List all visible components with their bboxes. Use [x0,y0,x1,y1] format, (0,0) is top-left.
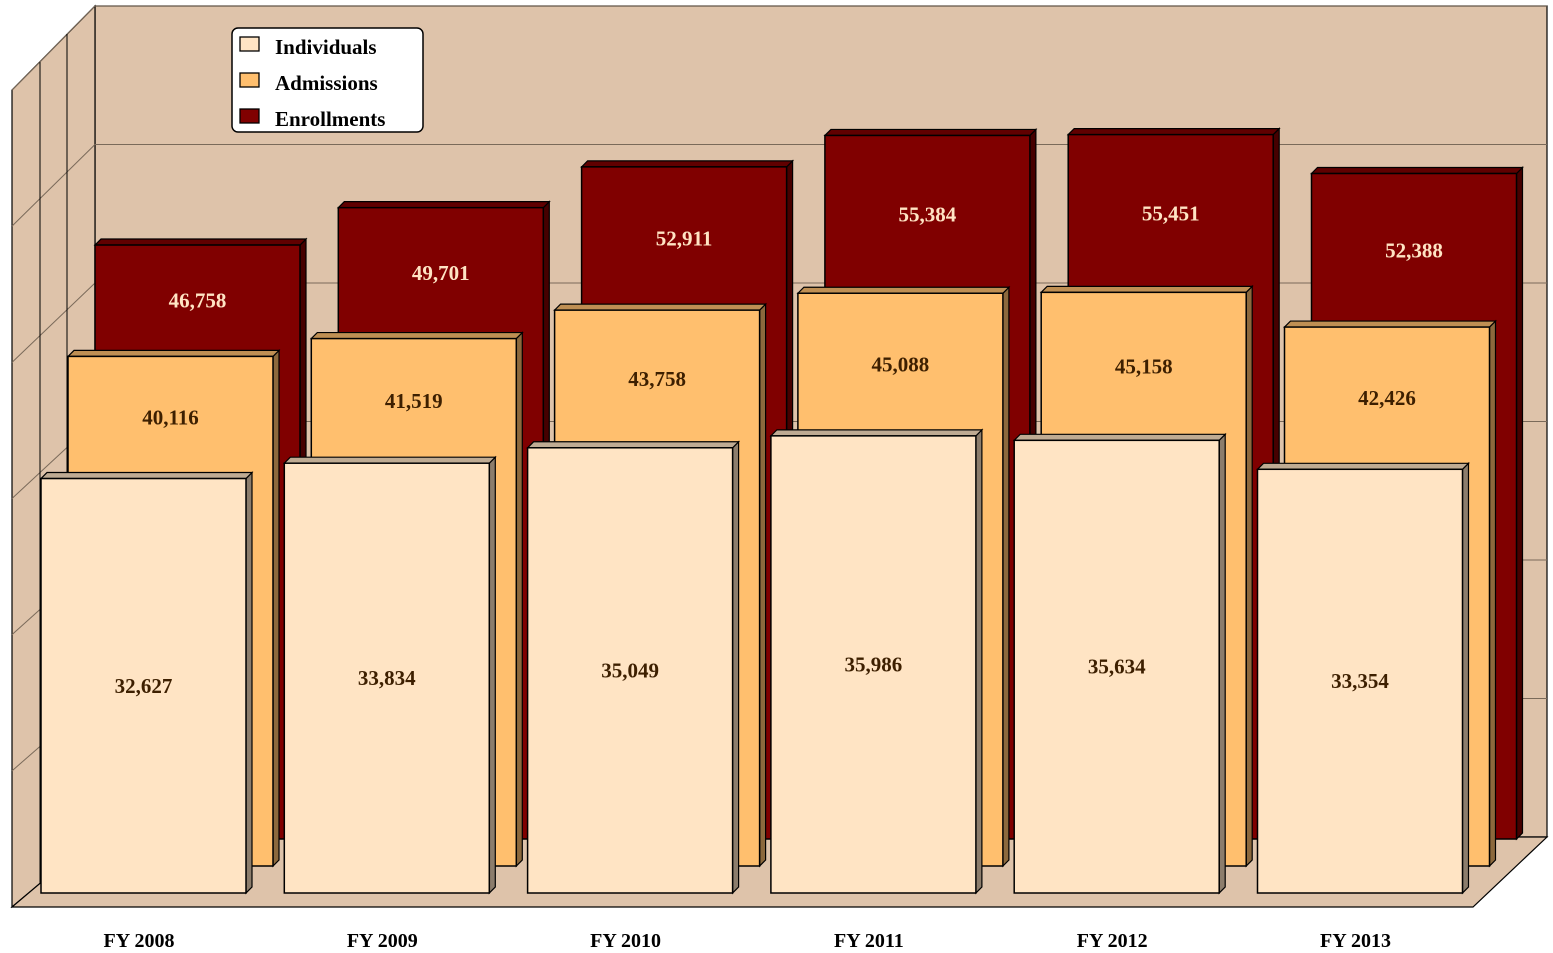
bar-front [1013,439,1220,894]
bar-side [1461,461,1470,895]
data-label: 45,088 [872,353,930,377]
data-label: 42,426 [1358,386,1416,410]
data-label: 41,519 [385,389,443,413]
bar-top [1310,166,1524,175]
data-label: 55,451 [1142,201,1200,225]
gridline [11,5,96,91]
bar-top [580,160,795,168]
bar-front [40,477,247,894]
bar-top [66,349,281,358]
bar-side [245,471,253,895]
x-tick-label: FY 2013 [1320,930,1391,952]
bar-top [282,456,497,464]
bar-front [770,435,977,894]
bar-top [1256,462,1470,470]
data-label: 35,049 [601,658,659,682]
bar-top [1012,433,1227,441]
x-tick-label: FY 2012 [1077,930,1148,952]
bar-top [39,471,254,480]
data-label: 35,634 [1088,655,1146,679]
legend-swatch [239,36,260,52]
gridline [11,282,96,363]
bar-side [758,302,767,868]
bar-top [526,441,741,449]
bar-individuals-6 [1256,461,1470,895]
bar-top [1283,320,1497,328]
bar-front [1256,468,1464,894]
data-label: 52,911 [656,227,713,251]
bar-individuals-1 [39,471,254,895]
bar-side [1515,166,1524,841]
bar-side [975,428,983,895]
data-label: 43,758 [628,367,686,391]
legend-label: Enrollments [275,107,385,131]
legend-swatch [239,108,260,124]
data-label: 32,627 [115,674,173,698]
data-label: 45,158 [1115,354,1173,378]
bar-top [309,331,524,340]
chart-bars: 46,758 49,701 52,911 55,384 55,451 52,388 40,1… [39,127,1524,895]
data-label: 40,116 [142,405,199,429]
x-tick-label: FY 2010 [590,930,661,952]
x-tick-label: FY 2008 [104,930,175,952]
legend-label: Admissions [275,71,378,95]
bar-individuals-2 [282,455,497,895]
bar-front [283,462,491,894]
bar-top [1066,127,1281,136]
bar-side [1002,285,1010,868]
bar-individuals-3 [526,440,741,895]
data-label: 33,354 [1331,669,1389,693]
bar-top [1039,285,1254,293]
data-label: 33,834 [358,666,416,690]
bar-side [1218,432,1226,895]
bar-individuals-5 [1012,432,1227,895]
data-label: 35,986 [845,652,903,676]
data-label: 52,388 [1385,238,1443,262]
bar-side [272,348,280,868]
data-label: 46,758 [169,289,227,313]
bar-top [553,303,768,311]
legend-swatch [239,72,260,88]
bar-top [796,286,1011,294]
bar-top [336,201,551,209]
bar-side [515,331,523,868]
legend-label: Individuals [275,35,377,59]
bar-side [1488,319,1497,868]
data-label: 49,701 [412,261,470,285]
bar-side [1245,284,1253,868]
bar-top [93,238,308,246]
bar-side [731,440,740,895]
bar-individuals-4 [769,428,984,895]
bar-top [769,429,984,437]
x-tick-label: FY 2011 [834,930,904,952]
legend: Individuals Admissions Enrollments [231,27,424,133]
x-axis-labels: FY 2008 FY 2009 FY 2010 FY 2011 FY 2012 FY 20… [104,930,1391,952]
x-tick-label: FY 2009 [347,930,418,952]
data-label: 55,384 [899,202,957,226]
legend-box [231,27,424,133]
bar-front [526,447,734,894]
bar-top [823,128,1038,137]
bar-side [488,455,496,895]
gridline [11,144,96,227]
